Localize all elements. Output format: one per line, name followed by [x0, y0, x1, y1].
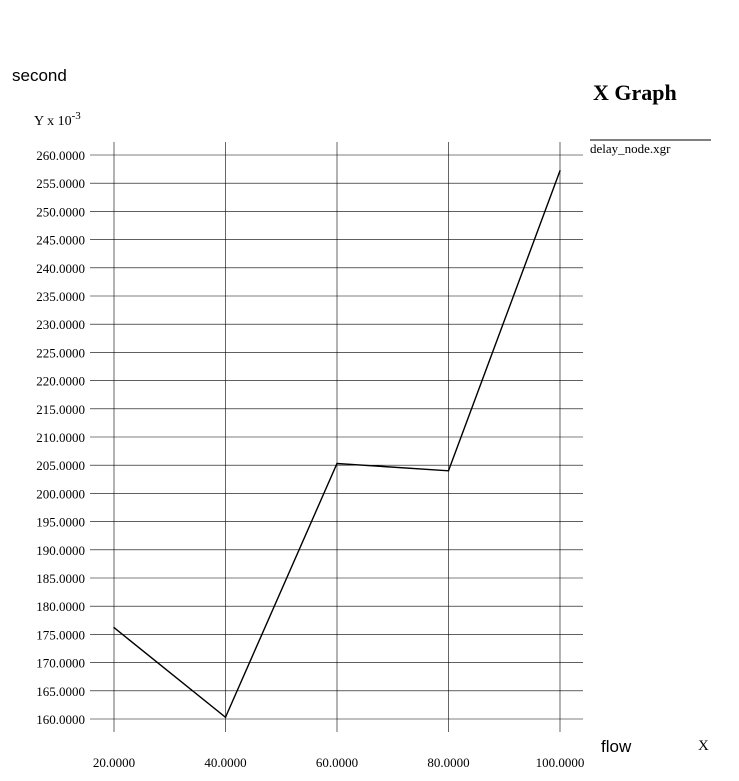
legend-entry: delay_node.xgr — [590, 141, 671, 156]
y-tick-label: 195.0000 — [36, 515, 85, 530]
y-tick-label: 160.0000 — [36, 712, 85, 727]
data-point — [224, 716, 227, 719]
y-tick-labels: 160.0000 165.0000 170.0000 175.0000 180.0000… — [36, 148, 85, 727]
y-scale-base: Y x 10 — [34, 114, 72, 129]
y-scale-label: Y x 10-3 — [34, 110, 81, 129]
y-tick-label: 260.0000 — [36, 148, 85, 163]
y-tick-label: 205.0000 — [36, 458, 85, 473]
y-axis-label: second — [12, 66, 67, 85]
y-tick-label: 190.0000 — [36, 543, 85, 558]
y-tick-label: 240.0000 — [36, 261, 85, 276]
y-tick-label: 170.0000 — [36, 656, 85, 671]
y-tick-label: 225.0000 — [36, 345, 85, 360]
y-tick-label: 210.0000 — [36, 430, 85, 445]
y-tick-label: 175.0000 — [36, 627, 85, 642]
x-tick-label: 40.0000 — [204, 755, 246, 770]
y-tick-label: 215.0000 — [36, 402, 85, 417]
x-tick-labels: 20.0000 40.0000 60.0000 80.0000 100.0000 — [93, 755, 585, 770]
data-point — [447, 470, 450, 472]
y-tick-label: 230.0000 — [36, 317, 85, 332]
y-tick-label: 185.0000 — [36, 571, 85, 586]
x-axis-label: flow — [601, 737, 632, 756]
data-point — [559, 170, 561, 172]
grid-lines — [90, 142, 583, 732]
chart-title: X Graph — [593, 80, 677, 105]
y-tick-label: 245.0000 — [36, 233, 85, 248]
y-tick-label: 220.0000 — [36, 374, 85, 389]
y-tick-label: 250.0000 — [36, 204, 85, 219]
x-tick-label: 100.0000 — [536, 755, 585, 770]
y-tick-label: 200.0000 — [36, 486, 85, 501]
y-tick-label: 255.0000 — [36, 176, 85, 191]
y-tick-label: 165.0000 — [36, 684, 85, 699]
x-tick-label: 20.0000 — [93, 755, 135, 770]
x-tick-label: 80.0000 — [427, 755, 469, 770]
series-layer — [113, 170, 561, 719]
x-tick-label: 60.0000 — [316, 755, 358, 770]
data-point — [336, 462, 338, 465]
y-tick-label: 235.0000 — [36, 289, 85, 304]
y-tick-label: 180.0000 — [36, 599, 85, 614]
data-point — [113, 626, 115, 629]
y-scale-exponent: -3 — [72, 110, 82, 122]
x-unit-label: X — [698, 738, 709, 754]
